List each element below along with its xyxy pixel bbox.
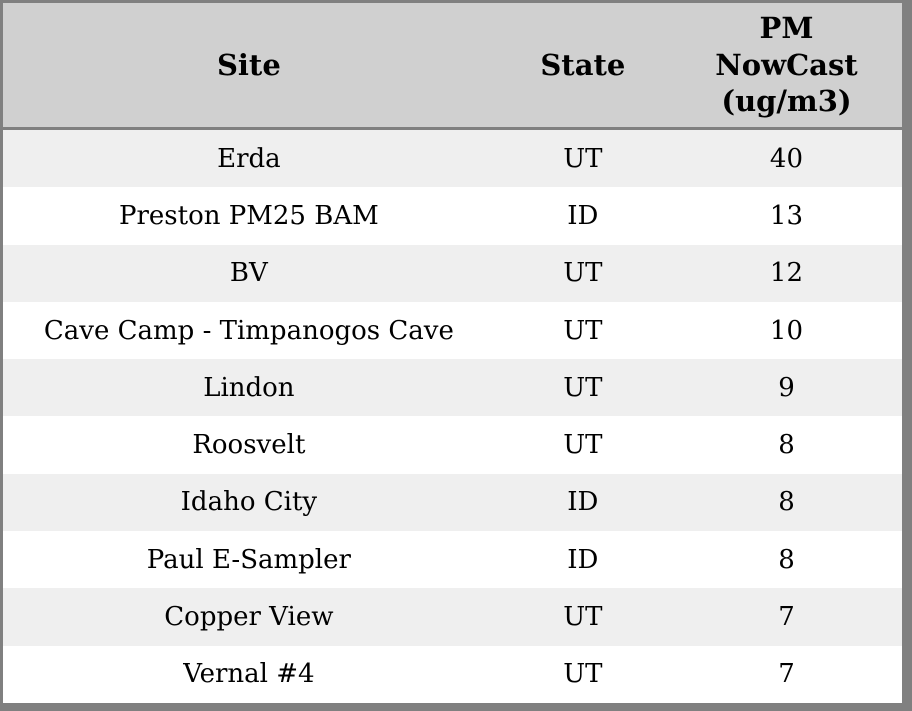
pm-nowcast-cell: 9 <box>778 372 795 403</box>
site-cell: Copper View <box>164 602 334 633</box>
state-cell: UT <box>563 602 603 633</box>
table-row: Erda UT 40 <box>3 128 902 188</box>
site-cell: Roosvelt <box>192 430 306 461</box>
state-cell: UT <box>563 258 603 289</box>
table-row: Vernal #4 UT 7 <box>3 645 902 703</box>
pm-nowcast-cell: 8 <box>778 487 795 518</box>
state-cell: UT <box>563 430 603 461</box>
pm-nowcast-cell: 12 <box>769 258 804 289</box>
table-header-row: Site State PM NowCast (ug/m3) <box>3 3 902 130</box>
state-cell: UT <box>563 372 603 403</box>
state-cell: UT <box>563 143 603 174</box>
pm-nowcast-cell: 8 <box>778 430 795 461</box>
state-cell: ID <box>567 200 599 231</box>
column-header-site: Site <box>3 3 495 130</box>
table-row: Copper View UT 7 <box>3 588 902 646</box>
table-row: Lindon UT 9 <box>3 359 902 417</box>
table-row: BV UT 12 <box>3 244 902 302</box>
site-cell: Preston PM25 BAM <box>119 200 379 231</box>
site-cell: Vernal #4 <box>183 659 315 690</box>
pm-nowcast-cell: 10 <box>769 315 804 346</box>
pm-header-line-1: PM <box>759 10 814 45</box>
site-cell: Idaho City <box>180 487 318 518</box>
state-cell: UT <box>563 659 603 690</box>
state-cell: UT <box>563 315 603 346</box>
site-cell: Paul E-Sampler <box>146 544 351 575</box>
table-row: Preston PM25 BAM ID 13 <box>3 187 902 245</box>
table-row: Idaho City ID 8 <box>3 473 902 532</box>
pm-header-line-2: NowCast <box>715 47 858 82</box>
state-cell: ID <box>567 544 599 575</box>
site-cell: Lindon <box>203 372 295 403</box>
site-cell: Cave Camp - Timpanogos Cave <box>43 315 454 346</box>
state-cell: ID <box>567 487 599 518</box>
table-row: Roosvelt UT 8 <box>3 416 902 474</box>
column-header-pm-nowcast: PM NowCast (ug/m3) <box>670 3 902 130</box>
pm-nowcast-cell: 7 <box>778 602 795 633</box>
site-cell: Erda <box>217 143 281 174</box>
pm-nowcast-cell: 7 <box>778 659 795 690</box>
pm-nowcast-cell: 13 <box>769 200 804 231</box>
table-row: Paul E-Sampler ID 8 <box>3 531 902 589</box>
pm-nowcast-sites-table: Site State PM NowCast (ug/m3) Erda UT 40… <box>3 3 902 703</box>
pm-header-line-3: (ug/m3) <box>721 84 852 119</box>
table-row: Cave Camp - Timpanogos Cave UT 10 <box>3 301 902 360</box>
pm-nowcast-cell: 8 <box>778 544 795 575</box>
site-cell: BV <box>229 258 268 289</box>
pm-nowcast-cell: 40 <box>769 143 804 174</box>
column-header-state: State <box>494 3 671 130</box>
